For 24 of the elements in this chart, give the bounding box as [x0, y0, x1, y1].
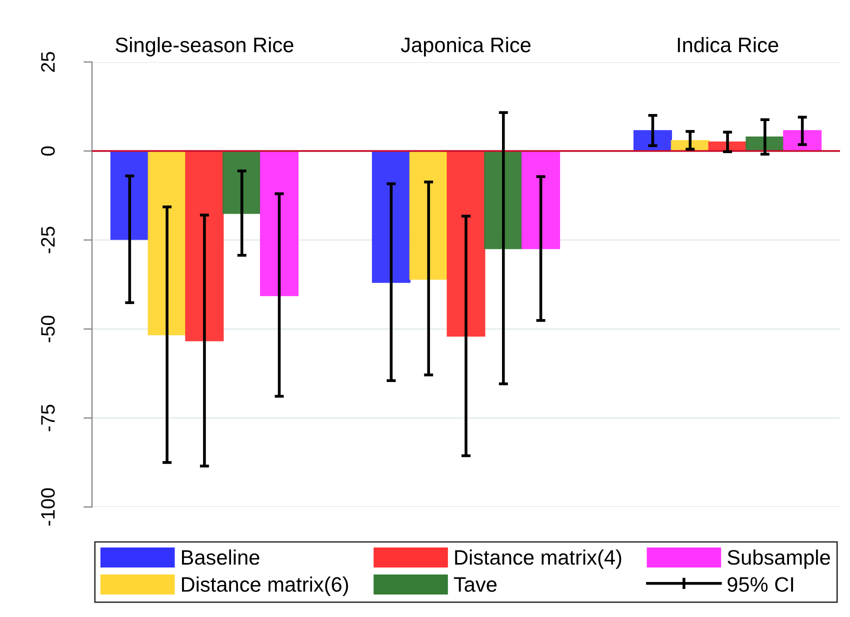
text: 95% CI [728, 577, 794, 592]
bar [260, 150, 299, 296]
y-tick-label: -25 [41, 226, 55, 254]
legend-label: Subsample [728, 550, 830, 569]
legend-label: Baseline [182, 550, 260, 565]
x-tick-label: Indica Rice [678, 37, 778, 52]
y-tick-label: 0 [41, 146, 55, 156]
bar [372, 150, 410, 283]
x-tick-label: Japonica Rice [400, 37, 531, 56]
x-tick-label: Single-season Rice [116, 37, 294, 56]
legend-label: Distance matrix(4) [455, 550, 622, 569]
bar [110, 150, 149, 240]
bar [446, 150, 486, 337]
bar [185, 150, 224, 342]
y-tick-label: -75 [41, 404, 55, 432]
y-tick-label: -50 [41, 316, 55, 342]
bar [148, 150, 186, 336]
bar [222, 150, 262, 214]
bar [409, 150, 448, 280]
y-tick-label: -100 [41, 488, 55, 526]
y-tick-label: 25 [41, 52, 55, 72]
legend-label: Distance matrix(6) [182, 576, 348, 596]
bar [522, 150, 560, 250]
legend-label: Tave [454, 577, 497, 592]
